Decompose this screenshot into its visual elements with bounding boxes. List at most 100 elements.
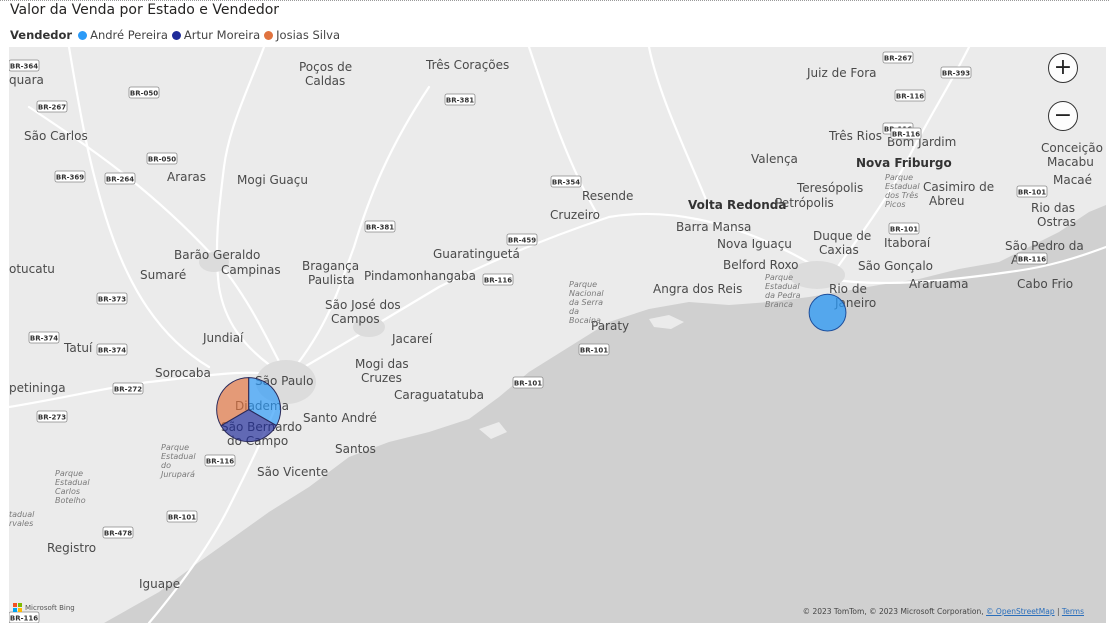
svg-text:BR-272: BR-272 [114, 385, 142, 393]
svg-text:BR-101: BR-101 [168, 513, 196, 521]
place-label-tres-coracoes: Três Corações [425, 58, 509, 72]
highway-shield-br-267: BR-267 [36, 100, 68, 113]
svg-text:BR-116: BR-116 [10, 614, 38, 622]
microsoft-logo-icon [13, 603, 22, 612]
highway-shield-br-381: BR-381 [444, 93, 476, 106]
legend-item-artur-moreira[interactable]: Artur Moreira [171, 28, 261, 42]
legend-label-artur-moreira: Artur Moreira [183, 28, 261, 42]
legend-item-josias-silva[interactable]: Josias Silva [264, 28, 340, 42]
legend-marker-artur-moreira [171, 30, 181, 40]
park-label-parque-estadual-do-jurupara: Parque Estadual do Jurupará [159, 443, 196, 479]
place-label-rio-das-ostras: Rio das Ostras [1031, 201, 1076, 229]
svg-text:BR-116: BR-116 [206, 457, 234, 465]
place-label-mogi-guacu: Mogi Guaçu [237, 173, 308, 187]
place-label-sao-vicente: São Vicente [257, 465, 328, 479]
map-attribution: © 2023 TomTom, © 2023 Microsoft Corporat… [802, 607, 1084, 616]
highway-shield-br-101: BR-101 [166, 510, 198, 523]
pie-slice-sao-paulo-josias-silva[interactable] [216, 377, 250, 427]
svg-text:BR-354: BR-354 [552, 178, 580, 186]
place-label-sao-jose-dos-campos: São José dos Campos [325, 298, 401, 326]
highway-shield-br-101: BR-101 [512, 376, 544, 389]
pie-slice-sao-paulo-artur-moreira[interactable] [220, 409, 278, 443]
highway-shield-br-459: BR-459 [506, 233, 538, 246]
place-label-juiz-de-fora: Juiz de Fora [806, 66, 877, 80]
legend-marker-andre-pereira [78, 30, 88, 40]
place-label-casimiro-de-abreu: Casimiro de Abreu [923, 180, 994, 208]
place-label-tres-rios: Três Rios [828, 129, 882, 143]
visual-top-border [0, 0, 1109, 1]
place-label-campinas: Campinas [221, 263, 281, 277]
highway-shield-br-116: BR-116 [890, 127, 922, 140]
legend-item-andre-pereira[interactable]: André Pereira [78, 28, 168, 42]
highway-shield-br-116: BR-116 [1016, 252, 1048, 265]
pie-sao-paulo[interactable] [216, 377, 282, 443]
ocean-area [104, 205, 1106, 623]
zoom-in-button[interactable]: + [1048, 53, 1078, 83]
place-label-pocos-de-caldas: Poços de Caldas [299, 60, 352, 88]
pie-markers[interactable] [216, 293, 847, 443]
map-canvas[interactable]: São Paulo Rio de Janeiro Poços de Caldas Três… [9, 47, 1106, 623]
place-label-santos: Santos [335, 442, 376, 456]
place-label-caraguatatuba: Caraguatatuba [394, 388, 484, 402]
pie-slice-rio-de-janeiro-andre-pereira[interactable] [808, 293, 847, 332]
place-label-angra-dos-reis: Angra dos Reis [653, 282, 742, 296]
pie-slice-sao-paulo-andre-pereira[interactable] [248, 377, 282, 427]
svg-text:BR-369: BR-369 [56, 173, 84, 181]
svg-text:BR-116: BR-116 [484, 276, 512, 284]
place-label-braganca-paulista: Bragança Paulista [302, 259, 359, 287]
highway-shield-br-116: BR-116 [204, 454, 236, 467]
place-label-macae: Macaé [1053, 173, 1092, 187]
place-label-belford-roxo: Belford Roxo [723, 258, 799, 272]
highway-shield-br-393: BR-393 [940, 66, 972, 79]
svg-text:BR-050: BR-050 [130, 89, 158, 97]
park-label-parque-estadual-carlos-botelho: Parque Estadual Carlos Botelho [55, 469, 90, 505]
svg-text:BR-101: BR-101 [514, 379, 542, 387]
svg-text:BR-381: BR-381 [366, 223, 394, 231]
legend-title: Vendedor [10, 28, 73, 42]
zoom-out-button[interactable]: − [1048, 101, 1078, 131]
place-label-santo-andre: Santo André [303, 411, 377, 425]
chart-title: Valor da Venda por Estado e Vendedor [10, 2, 280, 18]
place-label-conceicao-de-macabu: Conceição deMacabu [1041, 141, 1106, 169]
svg-text:BR-264: BR-264 [106, 175, 134, 183]
highway-shield-br-364: BR-364 [9, 59, 40, 72]
place-label-araruama: Araruama [909, 277, 968, 291]
svg-text:BR-393: BR-393 [942, 69, 970, 77]
svg-text:BR-116: BR-116 [892, 130, 920, 138]
highway-shield-br-267: BR-267 [882, 51, 914, 64]
svg-text:BR-459: BR-459 [508, 236, 536, 244]
highway-shield-br-050: BR-050 [128, 86, 160, 99]
legend-label-josias-silva: Josias Silva [276, 28, 341, 42]
place-label-duque-de-caxias: Duque de Caxias [813, 229, 871, 257]
place-label-registro: Registro [47, 541, 96, 555]
place-label-itaborai: Itaboraí [884, 236, 931, 250]
place-label-cruzeiro: Cruzeiro [550, 208, 600, 222]
openstreetmap-link[interactable]: © OpenStreetMap [986, 607, 1055, 616]
park-label-parque-estadual-dos-tres-picos: Parque Estadual dos Três Picos [885, 173, 920, 209]
place-label-cabo-frio: Cabo Frio [1017, 277, 1073, 291]
svg-text:BR-267: BR-267 [38, 103, 66, 111]
svg-text:BR-101: BR-101 [1018, 188, 1046, 196]
terms-link[interactable]: Terms [1061, 607, 1084, 616]
highway-shield-br-373: BR-373 [96, 292, 128, 305]
park-label-parque-estadual-da-pedra-branca: Parque Estadual da Pedra Branca [765, 273, 801, 309]
place-label-valenca: Valença [751, 152, 798, 166]
highway-shield-br-101: BR-101 [578, 343, 610, 356]
svg-text:BR-116: BR-116 [896, 92, 924, 100]
highway-shield-br-354: BR-354 [550, 175, 582, 188]
highway-shield-br-101: BR-101 [1016, 185, 1048, 198]
svg-text:BR-116: BR-116 [1018, 255, 1046, 263]
svg-text:BR-373: BR-373 [98, 295, 126, 303]
place-label-guaratingueta: Guaratinguetá [433, 247, 520, 261]
highway-shield-br-116: BR-116 [9, 611, 40, 623]
place-label-teresopolis: Teresópolis [796, 181, 863, 195]
place-label-petropolis: Petrópolis [775, 196, 834, 210]
place-label-nova-iguacu: Nova Iguaçu [717, 237, 792, 251]
pie-rio-de-janeiro[interactable] [808, 293, 847, 332]
place-label-paraty: Paraty [591, 319, 629, 333]
highway-shield-br-050: BR-050 [146, 152, 178, 165]
place-label-quara: quara [9, 73, 44, 87]
svg-text:BR-478: BR-478 [104, 529, 132, 537]
